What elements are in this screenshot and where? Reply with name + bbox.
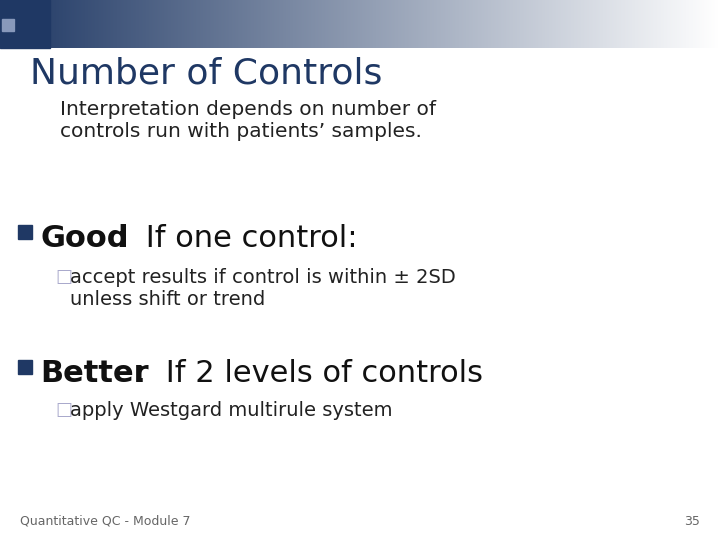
Text: Quantitative QC - Module 7: Quantitative QC - Module 7 bbox=[20, 515, 191, 528]
Text: unless shift or trend: unless shift or trend bbox=[70, 290, 265, 309]
Bar bbox=[0, 0, 50, 48]
Bar bbox=[2, 19, 14, 31]
Text: Better: Better bbox=[40, 359, 148, 388]
Text: □: □ bbox=[55, 268, 72, 286]
Text: Number of Controls: Number of Controls bbox=[30, 56, 382, 90]
Text: □: □ bbox=[55, 401, 72, 419]
Text: accept results if control is within ± 2SD: accept results if control is within ± 2S… bbox=[70, 268, 456, 287]
Text: :  If one control:: : If one control: bbox=[116, 224, 358, 253]
Text: Good: Good bbox=[40, 224, 128, 253]
Text: controls run with patients’ samples.: controls run with patients’ samples. bbox=[60, 122, 422, 141]
Bar bbox=[16, 20, 36, 40]
Bar bbox=[2, 33, 14, 45]
Text: apply Westgard multirule system: apply Westgard multirule system bbox=[70, 401, 392, 420]
Text: :  If 2 levels of controls: : If 2 levels of controls bbox=[136, 359, 483, 388]
Bar bbox=[18, 225, 32, 239]
Text: 35: 35 bbox=[684, 515, 700, 528]
Text: Interpretation depends on number of: Interpretation depends on number of bbox=[60, 100, 436, 119]
Bar bbox=[18, 360, 32, 374]
